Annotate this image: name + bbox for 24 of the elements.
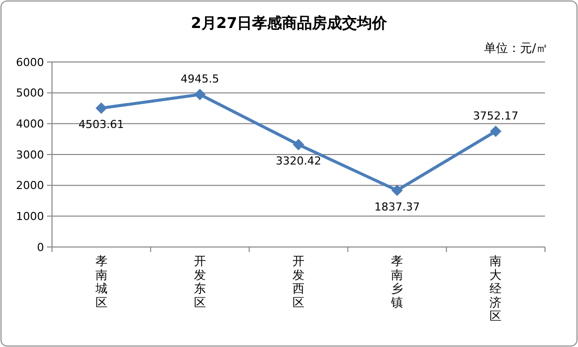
y-tick-label: 4000: [16, 118, 44, 131]
y-tick-label: 6000: [16, 56, 44, 69]
chart-subtitle: 单位：元/㎡: [484, 41, 548, 55]
data-label: 3320.42: [276, 154, 322, 168]
y-tick-label: 3000: [16, 148, 44, 162]
data-label: 3752.17: [472, 109, 518, 122]
point: [293, 139, 304, 150]
x-tick-label: 开发西区: [292, 254, 304, 310]
y-tick-label: 1000: [16, 210, 44, 224]
point: [392, 184, 403, 196]
point: [490, 126, 502, 137]
point: [96, 102, 107, 114]
chart-title: 2月27日孝感商品房成交均价: [190, 14, 388, 32]
y-tick-label: 5000: [16, 86, 44, 100]
x-tick-label: 孝南城区: [94, 254, 108, 310]
x-tick-label: 开发东区: [194, 254, 206, 310]
data-label: 4945.5: [180, 72, 220, 86]
y-tick-label: 2000: [16, 179, 44, 192]
data-label: 4503.61: [78, 118, 124, 132]
x-tick-label: 南大经济区: [490, 254, 502, 324]
point: [194, 89, 206, 100]
y-tick-label: 0: [37, 240, 44, 254]
data-label: 1837.37: [374, 200, 420, 214]
x-tick-label: 孝南乡镇: [390, 254, 404, 310]
